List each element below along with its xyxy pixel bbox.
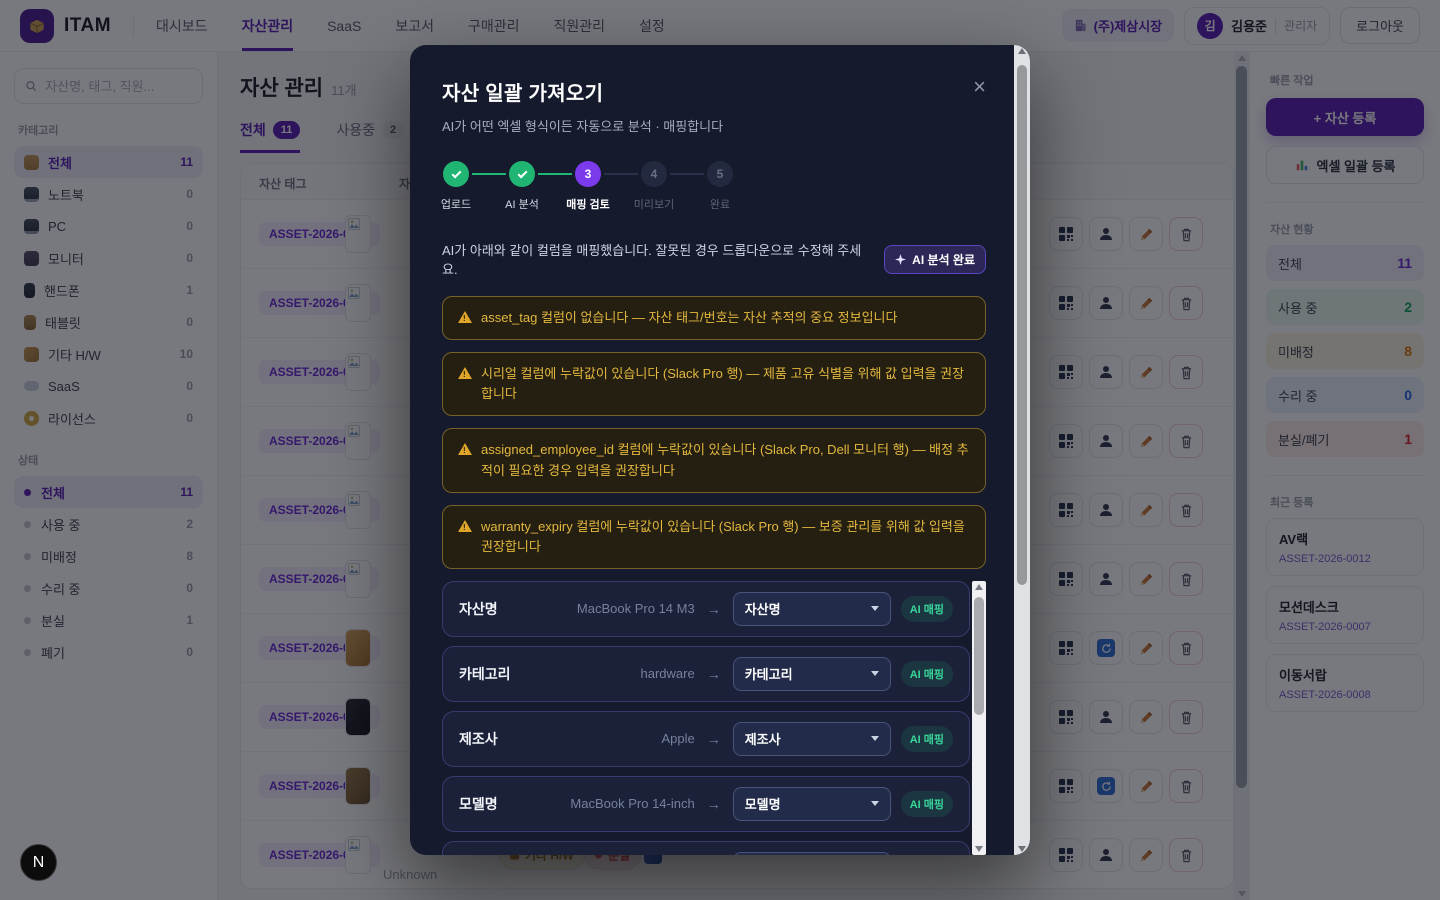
step-circle — [443, 161, 469, 187]
chevron-down-icon — [870, 736, 879, 742]
warning-icon — [458, 367, 472, 382]
step-label: AI 분석 — [505, 199, 539, 211]
target-field-select[interactable]: 시리얼 번호 — [732, 851, 891, 855]
step-wrap: 4 미리보기 — [602, 161, 674, 212]
arrow-right-icon — [707, 731, 721, 747]
mapping-scrollbar-thumb[interactable] — [974, 596, 984, 715]
ai-complete-label: AI 분석 완료 — [912, 252, 975, 267]
modal-header: 자산 일괄 가져오기 × — [442, 74, 986, 106]
target-field-select[interactable]: 자산명 — [732, 591, 891, 626]
step-circle — [509, 161, 535, 187]
sample-value: MacBook Pro 14 M3 — [576, 601, 695, 617]
step-label: 완료 — [709, 199, 731, 211]
scroll-down-icon[interactable] — [975, 846, 983, 852]
warning-text: 시리얼 컬럼에 누락값이 있습니다 (Slack Pro 행) — 제품 고유 … — [481, 366, 965, 402]
ai-mapped-badge: AI 매핑 — [900, 790, 953, 817]
warning-text: warranty_expiry 컬럼에 누락값이 있습니다 (Slack Pro… — [481, 518, 965, 554]
ai-mapped-badge: AI 매핑 — [900, 595, 953, 622]
step-number: 5 — [716, 167, 724, 181]
mapping-list: 자산명 MacBook Pro 14 M3 자산명 AI 매핑 카테고리 har… — [442, 580, 970, 855]
mapping-section: 자산명 MacBook Pro 14 M3 자산명 AI 매핑 카테고리 har… — [442, 580, 986, 855]
step-circle: 3 — [575, 161, 601, 187]
modal-subtitle: AI가 어떤 엑셀 형식이든 자동으로 분석 · 매핑합니다 — [442, 119, 724, 134]
step-circle: 5 — [707, 161, 733, 187]
step-wrap: 5 완료 — [668, 161, 734, 212]
warning-icon — [458, 519, 472, 534]
mapping-row: 모델명 MacBook Pro 14-inch 모델명 AI 매핑 — [442, 775, 970, 832]
arrow-right-icon — [707, 666, 721, 682]
scroll-up-icon[interactable] — [975, 583, 983, 590]
stepper-step: 5 완료 — [706, 161, 734, 212]
modal-scrollbar-thumb[interactable] — [1017, 65, 1027, 585]
stepper-step: 업로드 — [440, 161, 472, 212]
check-icon — [451, 168, 461, 178]
step-label: 매핑 검토 — [566, 199, 610, 211]
arrow-right-icon — [707, 796, 721, 812]
scroll-up-icon[interactable] — [1018, 48, 1026, 54]
step-wrap: 3 매핑 검토 — [536, 161, 610, 212]
stepper-step: 4 미리보기 — [634, 161, 674, 212]
sparkle-icon — [895, 253, 907, 265]
mapping-instruction: AI가 아래와 같이 컬럼을 매핑했습니다. 잘못된 경우 드롭다운으로 수정해… — [442, 243, 862, 277]
modal-content: 자산 일괄 가져오기 × AI가 어떤 엑셀 형식이든 자동으로 분석 · 매핑… — [410, 45, 1014, 855]
bulk-import-modal: 자산 일괄 가져오기 × AI가 어떤 엑셀 형식이든 자동으로 분석 · 매핑… — [410, 45, 1030, 855]
step-connector — [670, 173, 704, 175]
target-field-value: 카테고리 — [744, 667, 793, 683]
target-field-value: 제조사 — [744, 732, 781, 748]
step-number: 4 — [650, 167, 658, 181]
chevron-down-icon — [870, 606, 879, 612]
warning-icon — [458, 311, 472, 325]
chevron-down-icon — [870, 671, 879, 677]
mapping-row: 카테고리 hardware 카테고리 AI 매핑 — [442, 645, 970, 702]
close-icon[interactable]: × — [973, 74, 986, 99]
target-field-select[interactable]: 모델명 — [732, 786, 891, 821]
stepper-step: 3 매핑 검토 — [566, 161, 610, 212]
chevron-down-icon — [870, 801, 879, 807]
warning-banner: assigned_employee_id 컬럼에 누락값이 있습니다 (Slac… — [442, 428, 986, 493]
warning-icon — [458, 443, 472, 458]
target-field-value: 자산명 — [744, 602, 781, 618]
sample-value: Apple — [661, 731, 695, 747]
dev-tools-badge[interactable]: N — [20, 844, 57, 881]
target-field-select[interactable]: 제조사 — [732, 721, 891, 756]
step-number: 3 — [584, 167, 592, 181]
step-circle: 4 — [641, 161, 667, 187]
ai-mapped-badge: AI 매핑 — [900, 660, 953, 687]
warning-text: asset_tag 컬럼이 없습니다 — 자산 태그/번호는 자산 추적의 중요… — [481, 310, 898, 325]
mapping-row: 시리얼 C02XL3DDJFM 시리얼 번호 AI 매핑 — [442, 840, 970, 855]
mapping-list-scrollbar — [972, 580, 986, 855]
arrow-right-icon — [707, 601, 721, 617]
ai-complete-badge: AI 분석 완료 — [884, 244, 986, 274]
warning-banner: 시리얼 컬럼에 누락값이 있습니다 (Slack Pro 행) — 제품 고유 … — [442, 352, 986, 417]
scroll-down-icon[interactable] — [1018, 846, 1026, 852]
step-wrap: 업로드 — [440, 161, 472, 212]
target-field-value: 모델명 — [744, 797, 781, 813]
mapping-instruction-row: AI가 아래와 같이 컬럼을 매핑했습니다. 잘못된 경우 드롭다운으로 수정해… — [442, 240, 986, 278]
step-label: 미리보기 — [633, 199, 675, 211]
source-column-label: 자산명 — [459, 600, 498, 617]
step-wrap: AI 분석 — [470, 161, 539, 212]
sample-value: hardware — [640, 666, 695, 682]
step-connector — [472, 173, 506, 175]
step-label: 업로드 — [440, 199, 472, 211]
import-stepper: 업로드 AI 분석 — [440, 161, 986, 212]
target-field-select[interactable]: 카테고리 — [732, 656, 891, 691]
warning-text: assigned_employee_id 컬럼에 누락값이 있습니다 (Slac… — [481, 442, 969, 478]
warning-list: asset_tag 컬럼이 없습니다 — 자산 태그/번호는 자산 추적의 중요… — [442, 296, 986, 569]
modal-title: 자산 일괄 가져오기 — [442, 83, 604, 105]
source-column-label: 모델명 — [459, 795, 498, 812]
warning-banner: asset_tag 컬럼이 없습니다 — 자산 태그/번호는 자산 추적의 중요… — [442, 296, 986, 341]
ai-mapped-badge: AI 매핑 — [900, 725, 953, 752]
warning-banner: warranty_expiry 컬럼에 누락값이 있습니다 (Slack Pro… — [442, 504, 986, 569]
sample-value: MacBook Pro 14-inch — [570, 796, 695, 812]
modal-scrollbar — [1014, 45, 1030, 855]
mapping-row: 제조사 Apple 제조사 AI 매핑 — [442, 710, 970, 767]
check-icon — [517, 168, 527, 178]
step-connector — [604, 173, 638, 175]
source-column-label: 카테고리 — [459, 665, 511, 682]
source-column-label: 제조사 — [459, 730, 498, 747]
step-connector — [538, 173, 572, 175]
stepper-step: AI 분석 — [505, 161, 539, 212]
mapping-row: 자산명 MacBook Pro 14 M3 자산명 AI 매핑 — [442, 580, 970, 637]
